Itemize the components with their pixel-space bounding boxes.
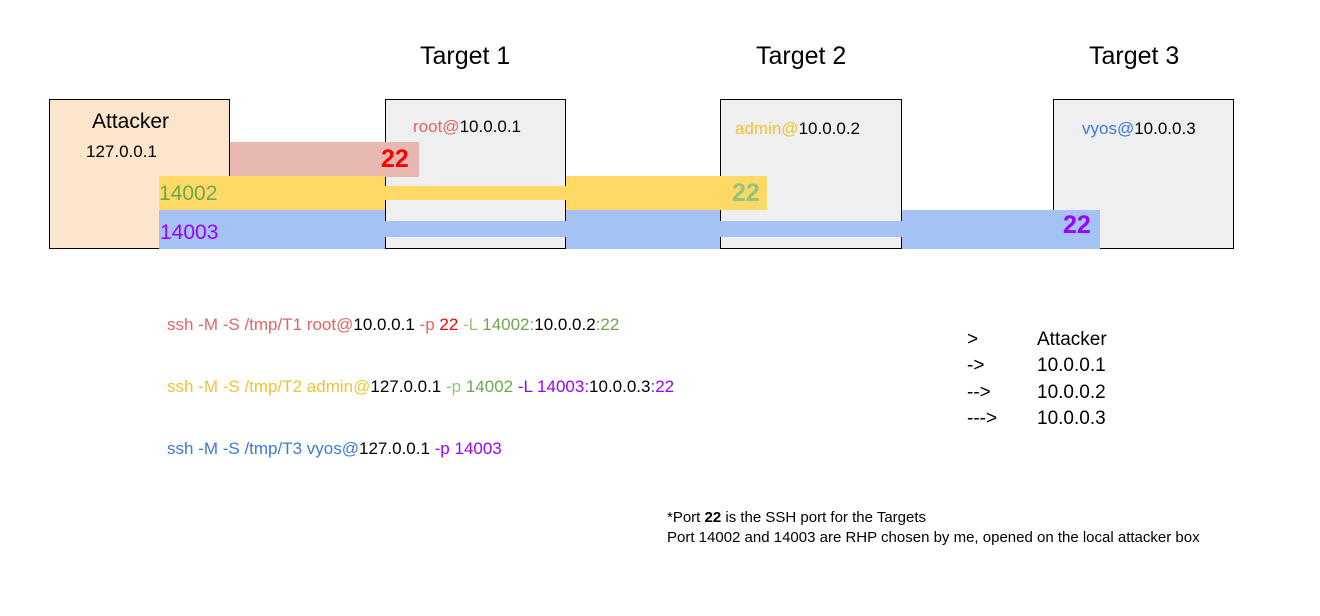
target-3-title: Target 3 [1089, 42, 1180, 70]
cmd-1-part: -L [458, 315, 483, 334]
cmd-3-part: ssh -M -S /tmp/T3 vyos@ [167, 439, 360, 458]
target-3-address: vyos@10.0.0.3 [1082, 119, 1196, 139]
tunnel-3-target-port: 22 [1063, 211, 1091, 239]
target-3-user: vyos@ [1082, 119, 1135, 138]
cmd-1-part: ssh -M -S /tmp/T1 root@ [167, 315, 354, 334]
legend-arrow: ---> [967, 408, 998, 429]
command-line-3: ssh -M -S /tmp/T3 vyos@127.0.0.1 -p 1400… [167, 439, 502, 459]
tunnel-2-band-left [159, 176, 385, 210]
target-1-title: Target 1 [420, 42, 511, 70]
cmd-1-part: 10.0.0.1 [353, 315, 415, 334]
note-line-1: *Port 22 is the SSH port for the Targets [667, 509, 926, 526]
cmd-1-part: -p [414, 315, 440, 334]
target-2-user: admin@ [735, 119, 799, 138]
tunnel-3-band-through-target-1 [385, 221, 566, 237]
target-3-ip: 10.0.0.3 [1134, 119, 1196, 138]
legend-host: 10.0.0.3 [1037, 408, 1106, 429]
target-1-address: root@10.0.0.1 [413, 117, 521, 137]
legend-row: > Attacker [967, 329, 1107, 351]
cmd-2-part: :22 [650, 377, 675, 396]
target-1-ip: 10.0.0.1 [459, 117, 522, 136]
tunnel-2-target-port: 22 [732, 179, 760, 207]
cmd-3-part: 127.0.0.1 [359, 439, 430, 458]
tunnel-3-band-middle [566, 210, 720, 249]
target-1-user: root@ [413, 117, 460, 136]
attacker-ip: 127.0.0.1 [86, 142, 157, 161]
cmd-1-part: :22 [595, 315, 620, 334]
tunnel-2-local-port: 14002 [159, 182, 218, 205]
legend-host: Attacker [1037, 329, 1107, 350]
cmd-2-part: 14002 [465, 377, 514, 396]
tunnel-1-band [230, 142, 419, 177]
legend-host: 10.0.0.1 [1037, 355, 1106, 376]
target-2-address: admin@10.0.0.2 [735, 119, 860, 139]
note-1-suffix: is the SSH port for the Targets [721, 509, 927, 526]
tunnel-1-target-port: 22 [381, 145, 409, 173]
legend-arrow: -> [967, 355, 985, 376]
note-line-2: Port 14002 and 14003 are RHP chosen by m… [667, 529, 1200, 546]
note-1-prefix: *Port [667, 509, 705, 526]
legend-arrow: > [967, 329, 979, 350]
cmd-2-part: 127.0.0.1 [370, 377, 442, 396]
attacker-name: Attacker [92, 110, 170, 133]
tunnel-3-band-through-target-2 [720, 221, 902, 237]
cmd-2-part: 14003: [537, 377, 590, 396]
cmd-2-part: 10.0.0.3 [589, 377, 651, 396]
command-line-1: ssh -M -S /tmp/T1 root@10.0.0.1 -p 22 -L… [167, 315, 619, 335]
cmd-3-part: 14003 [454, 439, 502, 458]
legend-host: 10.0.0.2 [1037, 382, 1106, 403]
target-2-ip: 10.0.0.2 [798, 119, 861, 138]
cmd-3-part: -p [429, 439, 455, 458]
cmd-2-part: -p [441, 377, 466, 396]
cmd-2-part: -L [513, 377, 538, 396]
tunnel-3-local-port: 14003 [160, 221, 219, 244]
command-line-2: ssh -M -S /tmp/T2 admin@127.0.0.1 -p 140… [167, 377, 674, 397]
legend-row: -> 10.0.0.1 [967, 355, 1106, 377]
tunnel-2-band-through-target-1 [385, 186, 566, 200]
target-2-title: Target 2 [756, 42, 847, 70]
legend-row: ---> 10.0.0.3 [967, 408, 1106, 430]
note-1-port: 22 [704, 509, 722, 526]
cmd-2-part: ssh -M -S /tmp/T2 admin@ [167, 377, 371, 396]
cmd-1-part: 22 [439, 315, 459, 334]
tunnel-3-band-right [902, 210, 1100, 249]
cmd-1-part: 10.0.0.2 [534, 315, 596, 334]
tunnel-2-band-right [566, 176, 767, 210]
cmd-1-part: 14002: [482, 315, 535, 334]
tunnel-3-band-left [159, 210, 385, 249]
legend-arrow: --> [967, 382, 991, 403]
legend-row: --> 10.0.0.2 [967, 382, 1106, 404]
